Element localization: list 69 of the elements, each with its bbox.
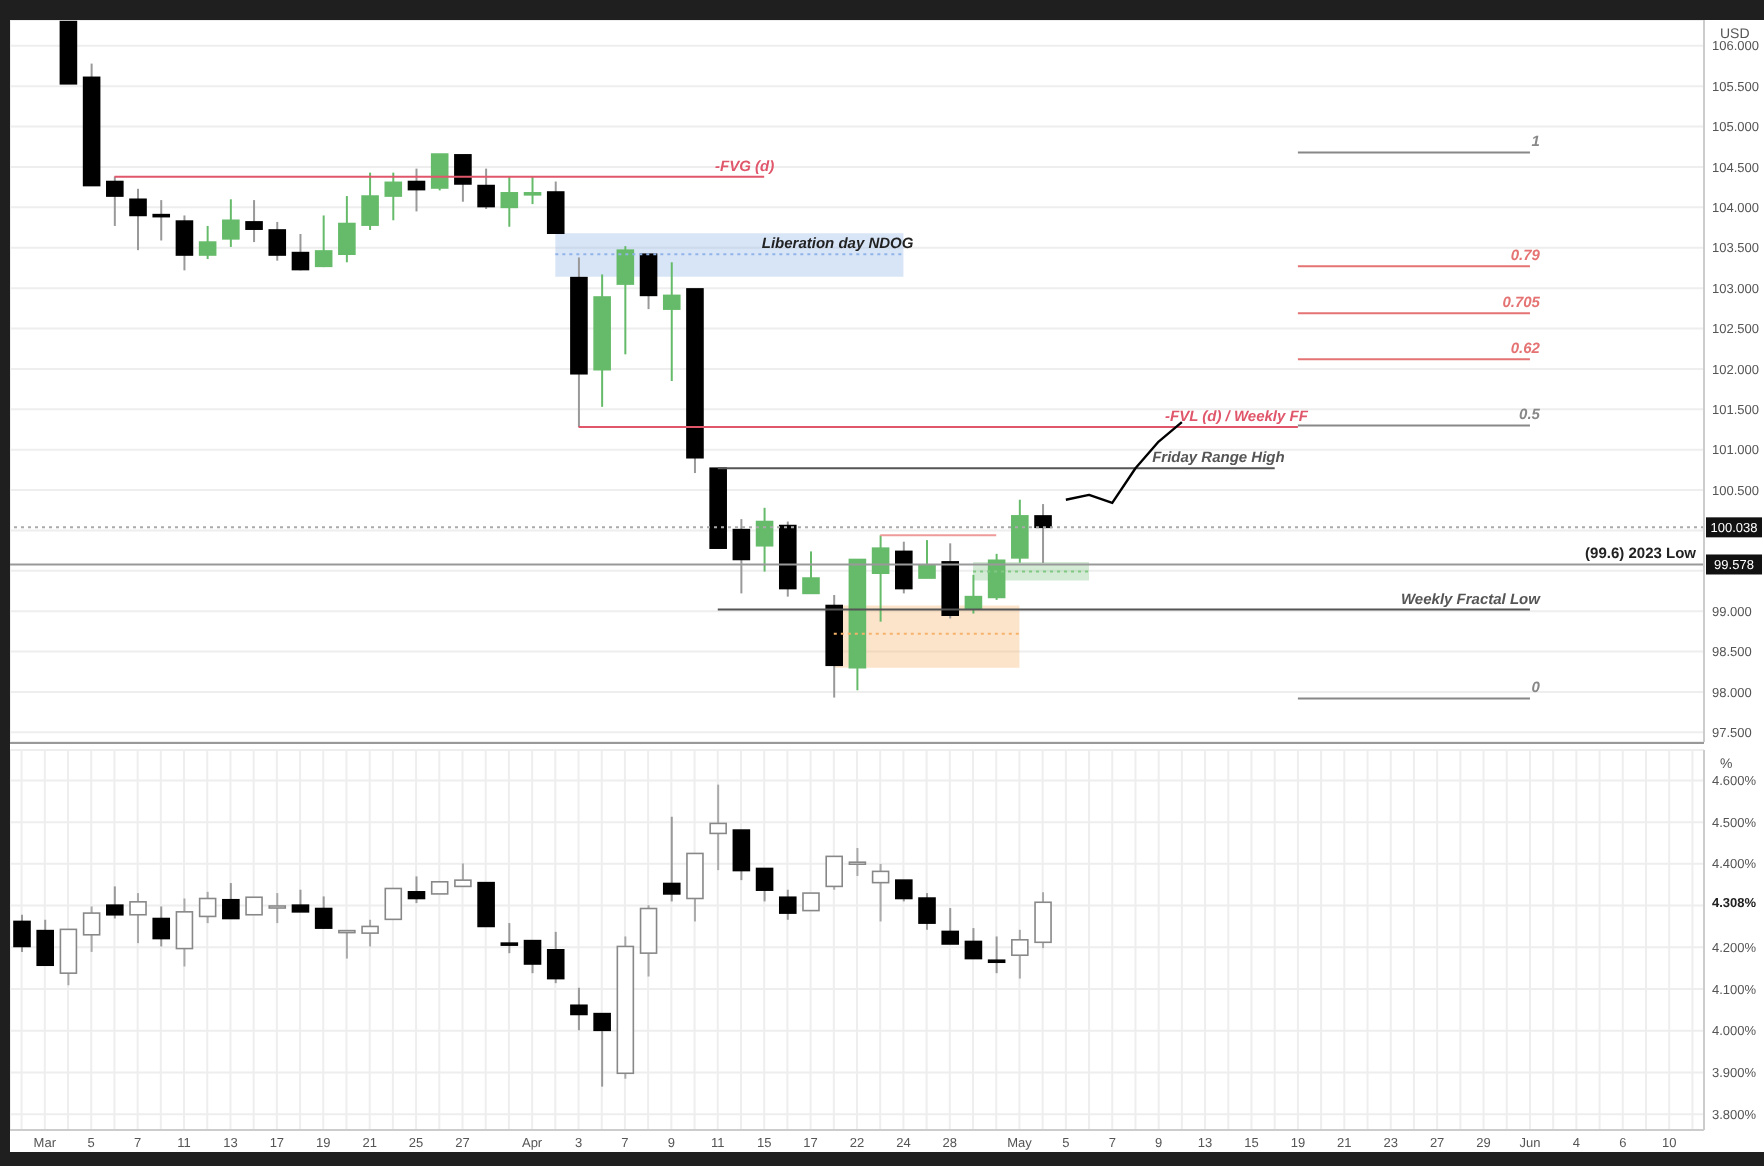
candlestick [384, 887, 403, 921]
candlestick [755, 506, 774, 573]
candlestick [291, 888, 310, 913]
candlestick [407, 167, 426, 213]
candlestick [987, 935, 1006, 975]
candlestick [918, 892, 936, 931]
candlestick [1034, 891, 1052, 950]
candlestick [198, 224, 217, 261]
candlestick [709, 783, 727, 872]
candlestick [222, 198, 240, 248]
candlestick [871, 862, 890, 923]
candlestick [546, 930, 565, 985]
candlestick [732, 829, 751, 882]
candlestick [546, 180, 565, 235]
candlestick [222, 882, 240, 920]
candlestick [662, 815, 681, 903]
candlestick [152, 905, 171, 948]
candlestick [82, 905, 101, 953]
candlestick [500, 922, 519, 955]
candlestick [454, 862, 472, 888]
candlestick [314, 214, 333, 269]
candlestick [964, 573, 983, 615]
candlestick [175, 214, 194, 272]
candlestick [454, 153, 472, 203]
candlestick [895, 879, 913, 903]
candlestick [616, 245, 635, 356]
candlestick [175, 897, 194, 968]
candlestick [477, 167, 495, 210]
candlestick [384, 171, 403, 222]
candlestick [430, 153, 449, 192]
candlestick [407, 875, 426, 905]
candlestick [871, 534, 890, 623]
candlestick [778, 888, 797, 921]
candlestick [314, 895, 333, 930]
candlestick [662, 261, 681, 382]
candlestick [639, 253, 658, 311]
candlestick [755, 867, 774, 903]
candlestick [848, 847, 867, 877]
candlestick [964, 927, 983, 960]
candlestick [825, 855, 843, 891]
candlestick [523, 175, 542, 206]
candlestick [36, 918, 55, 967]
candlestick [523, 939, 542, 975]
candlestick [1011, 928, 1029, 980]
candlestick [268, 892, 287, 925]
candlestick [361, 918, 379, 948]
candlestick [686, 852, 704, 923]
candlestick [987, 552, 1006, 601]
candlestick [570, 986, 588, 1032]
candlestick [500, 175, 519, 228]
candlestick [268, 220, 287, 262]
candlestick [593, 1012, 611, 1088]
candlestick [918, 539, 936, 580]
candlestick [106, 175, 124, 227]
candlestick [477, 881, 495, 928]
candlestick [13, 913, 31, 953]
candlestick [129, 892, 147, 945]
candlestick [245, 199, 263, 244]
candlestick [338, 195, 356, 264]
candlestick [361, 171, 379, 231]
candlestick [106, 885, 124, 920]
candlestick [291, 233, 310, 272]
candlestick [1011, 498, 1029, 564]
candlestick [941, 907, 960, 945]
candlestick [129, 187, 147, 252]
candlestick [198, 890, 217, 925]
candlestick [639, 904, 658, 978]
candlestick [802, 550, 820, 595]
candlestick [59, 928, 78, 987]
